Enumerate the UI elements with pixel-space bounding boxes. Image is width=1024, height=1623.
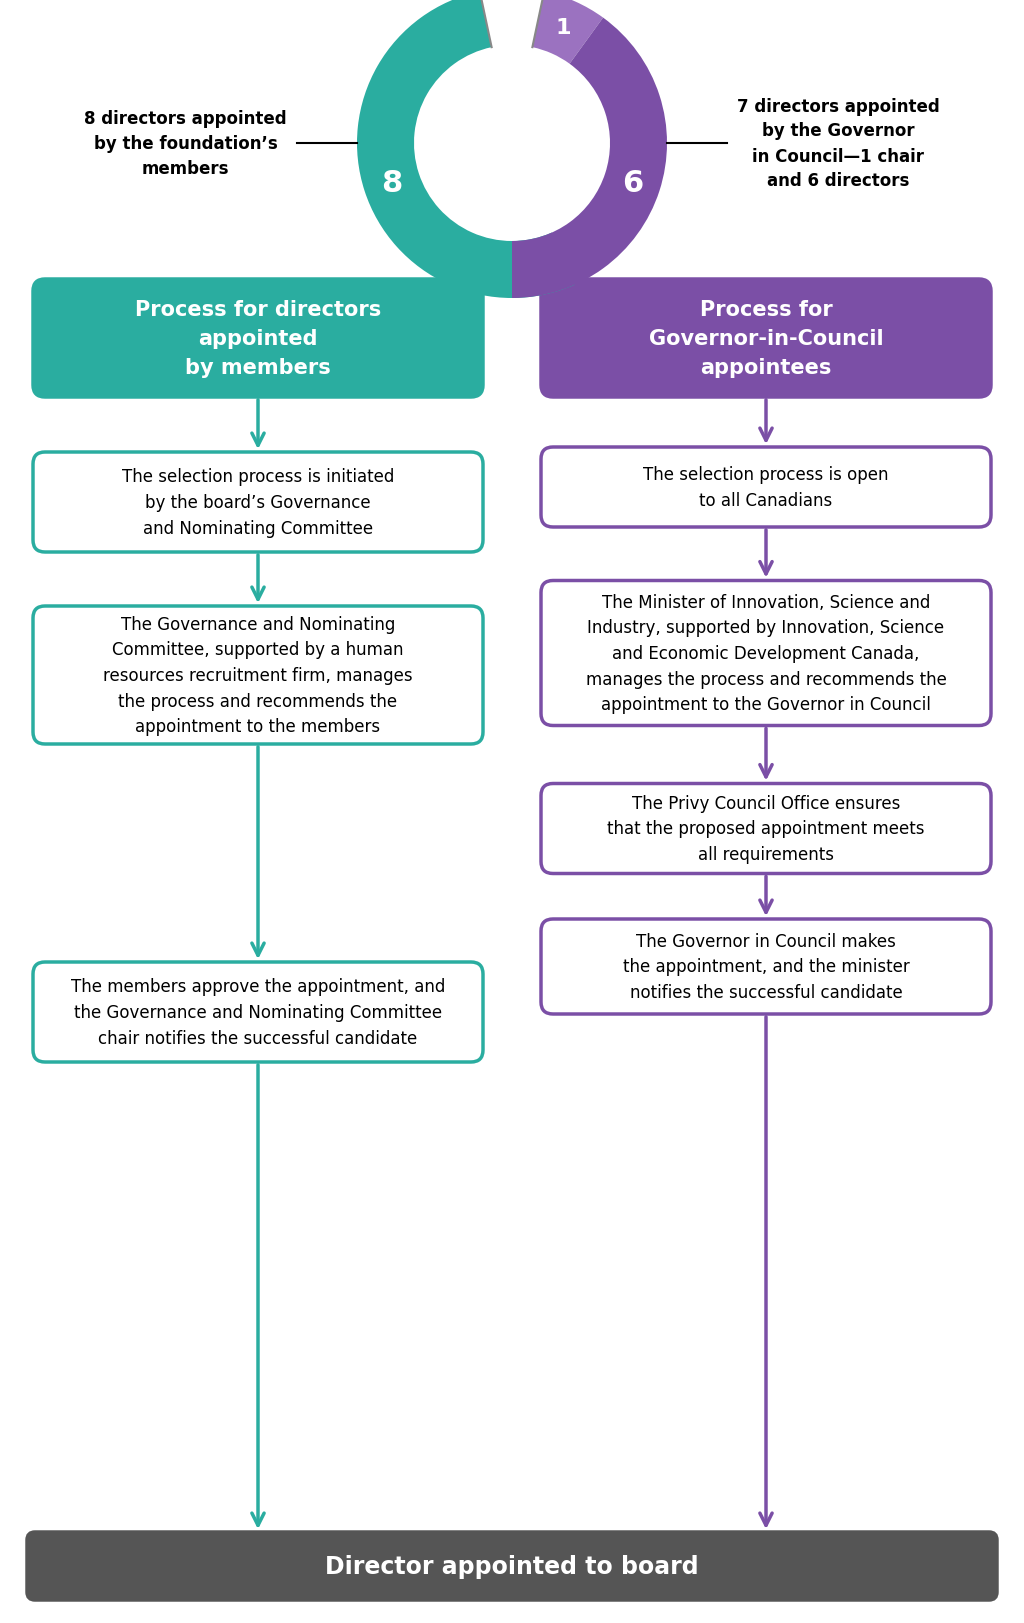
FancyBboxPatch shape bbox=[33, 279, 483, 398]
FancyBboxPatch shape bbox=[33, 962, 483, 1063]
Text: The Governance and Nominating
Committee, supported by a human
resources recruitm: The Governance and Nominating Committee,… bbox=[103, 615, 413, 735]
Text: The Governor in Council makes
the appointment, and the minister
notifies the suc: The Governor in Council makes the appoin… bbox=[623, 932, 909, 1001]
Text: 7 directors appointed
by the Governor
in Council—1 chair
and 6 directors: 7 directors appointed by the Governor in… bbox=[737, 97, 940, 190]
Text: The Privy Council Office ensures
that the proposed appointment meets
all require: The Privy Council Office ensures that th… bbox=[607, 794, 925, 863]
FancyBboxPatch shape bbox=[33, 607, 483, 745]
Wedge shape bbox=[532, 0, 603, 65]
Text: 1: 1 bbox=[556, 18, 571, 39]
FancyBboxPatch shape bbox=[541, 784, 991, 873]
FancyBboxPatch shape bbox=[541, 920, 991, 1014]
FancyBboxPatch shape bbox=[27, 1532, 997, 1600]
Wedge shape bbox=[480, 0, 544, 49]
Text: The members approve the appointment, and
the Governance and Nominating Committee: The members approve the appointment, and… bbox=[71, 977, 445, 1047]
Text: The selection process is open
to all Canadians: The selection process is open to all Can… bbox=[643, 466, 889, 510]
FancyBboxPatch shape bbox=[33, 453, 483, 553]
Wedge shape bbox=[357, 0, 575, 299]
Text: The Minister of Innovation, Science and
Industry, supported by Innovation, Scien: The Minister of Innovation, Science and … bbox=[586, 594, 946, 714]
FancyBboxPatch shape bbox=[541, 581, 991, 725]
Text: 8: 8 bbox=[381, 169, 402, 198]
Text: The selection process is initiated
by the board’s Governance
and Nominating Comm: The selection process is initiated by th… bbox=[122, 467, 394, 537]
FancyBboxPatch shape bbox=[541, 448, 991, 527]
FancyBboxPatch shape bbox=[541, 279, 991, 398]
Text: Process for
Governor-in-Council
appointees: Process for Governor-in-Council appointe… bbox=[648, 300, 884, 378]
Wedge shape bbox=[512, 18, 667, 299]
Text: 6: 6 bbox=[622, 169, 643, 198]
Text: Director appointed to board: Director appointed to board bbox=[326, 1555, 698, 1578]
Text: 8 directors appointed
by the foundation’s
members: 8 directors appointed by the foundation’… bbox=[84, 110, 287, 179]
Text: Process for directors
appointed
by members: Process for directors appointed by membe… bbox=[135, 300, 381, 378]
